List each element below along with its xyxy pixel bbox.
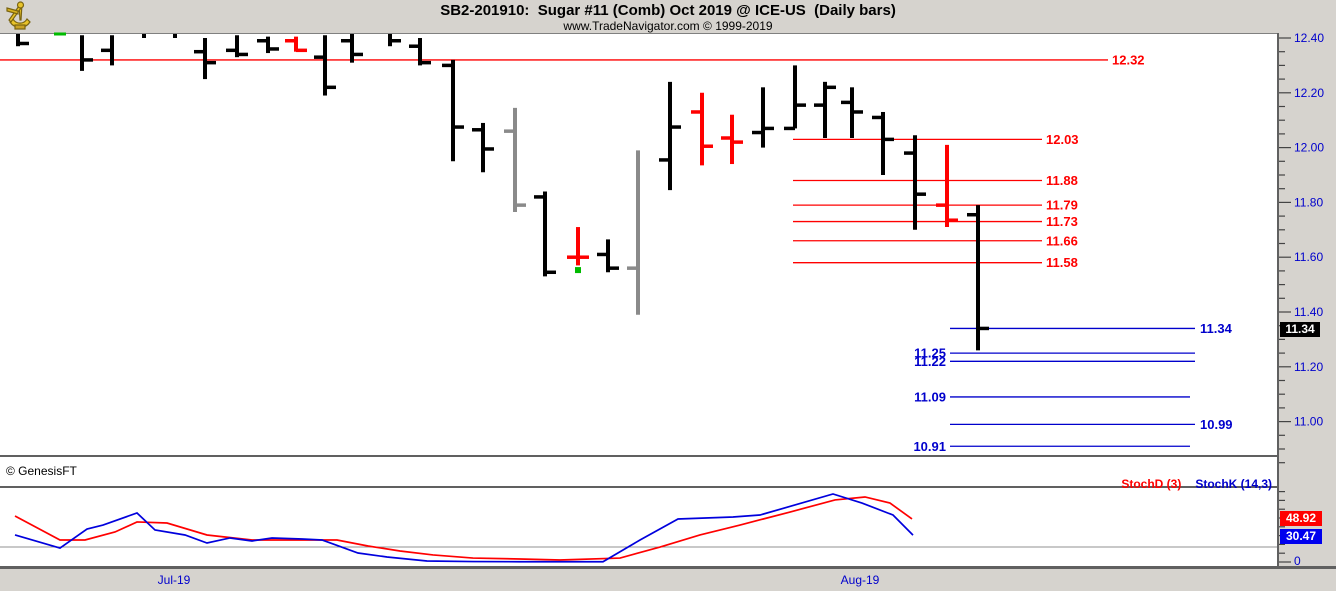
genesis-sextant-logo-icon[interactable] [2, 0, 38, 32]
price-axis-label: 11.20 [1294, 360, 1323, 374]
green-dash-marker [54, 32, 66, 36]
red-price-level-label: 11.58 [1046, 255, 1078, 270]
stochd-value-badge[interactable]: 48.92 [1280, 511, 1322, 526]
bottom-border [0, 566, 1336, 569]
last-price-badge[interactable]: 11.34 [1280, 322, 1320, 337]
price-axis-border [1277, 33, 1279, 569]
blue-price-level-label: 11.22 [914, 354, 946, 369]
genesisft-watermark: © GenesisFT [6, 464, 77, 478]
price-axis-label: 11.00 [1294, 415, 1323, 429]
price-axis-label: 12.00 [1294, 141, 1324, 155]
chart-subtitle: www.TradeNavigator.com © 1999-2019 [563, 19, 773, 33]
blue-price-level-label: 11.25 [914, 346, 946, 361]
price-axis-label: 11.80 [1294, 195, 1323, 209]
red-price-level-label: 11.79 [1046, 198, 1078, 213]
green-square-marker [575, 267, 581, 274]
stochd-line [14, 496, 913, 561]
stochk-legend-label[interactable]: StochK (14,3) [1195, 477, 1272, 491]
blue-price-level-label: 11.34 [1200, 321, 1233, 336]
stochk-line [14, 493, 914, 563]
stoch-zero-label: 0 [1294, 554, 1301, 568]
main-panel-bottom-border [0, 455, 1277, 457]
stoch-legend: StochD (3) StochK (14,3) [1121, 477, 1272, 491]
stoch-panel-top-border [0, 486, 1277, 488]
red-price-level-label: 12.32 [1112, 52, 1145, 67]
date-axis-label: Jul-19 [157, 573, 191, 587]
red-price-level-label: 11.66 [1046, 233, 1078, 248]
red-price-level-label: 11.73 [1046, 214, 1078, 229]
price-axis-label: 12.40 [1294, 31, 1324, 45]
red-price-level-label: 11.88 [1046, 173, 1078, 188]
blue-price-level-label: 10.99 [1200, 417, 1233, 432]
stochk-value-badge[interactable]: 30.47 [1280, 529, 1322, 544]
price-axis-label: 11.40 [1294, 305, 1323, 319]
date-axis[interactable]: Jul-19 Aug-19 [0, 569, 1336, 591]
blue-price-level-label: 11.09 [914, 389, 946, 404]
stochd-legend-label[interactable]: StochD (3) [1121, 477, 1182, 491]
price-axis-label: 12.20 [1294, 86, 1324, 100]
blue-price-level-label: 10.91 [913, 439, 946, 454]
chart-title: SB2-201910: Sugar #11 (Comb) Oct 2019 @ … [440, 2, 896, 19]
date-axis-label: Aug-19 [840, 573, 880, 587]
red-price-level-label: 12.03 [1046, 132, 1079, 147]
price-axis-label: 11.60 [1294, 250, 1323, 264]
